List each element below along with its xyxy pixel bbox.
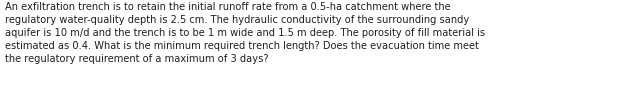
Text: An exfiltration trench is to retain the initial runoff rate from a 0.5-ha catchm: An exfiltration trench is to retain the …	[5, 2, 485, 64]
